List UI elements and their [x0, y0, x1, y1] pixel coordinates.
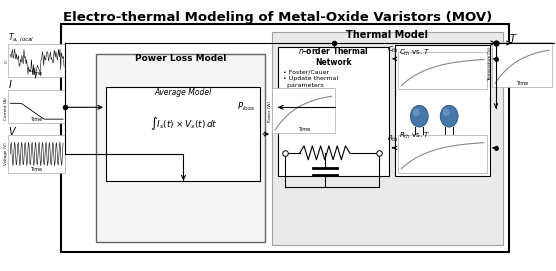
Bar — [8, 91, 65, 123]
Text: $R_{th}$: $R_{th}$ — [386, 134, 398, 144]
Text: Thermal Model: Thermal Model — [346, 30, 429, 40]
Ellipse shape — [440, 105, 458, 127]
Text: Time: Time — [30, 167, 42, 172]
Bar — [399, 52, 487, 89]
Bar — [96, 54, 265, 242]
Text: Average Model: Average Model — [155, 89, 212, 98]
Text: Voltage (V): Voltage (V) — [4, 143, 8, 165]
Text: Power (W): Power (W) — [268, 101, 272, 122]
Text: Electro-thermal Modeling of Metal-Oxide Varistors (MOV): Electro-thermal Modeling of Metal-Oxide … — [63, 11, 493, 24]
Text: Temperature (%): Temperature (%) — [488, 47, 492, 81]
Text: $C_{th}$ vs. $T$: $C_{th}$ vs. $T$ — [399, 48, 431, 58]
Bar — [8, 44, 65, 77]
Text: $P_{loss}$: $P_{loss}$ — [237, 100, 255, 112]
Text: $\int I_s(t) \times V_s(t)\, dt$: $\int I_s(t) \times V_s(t)\, dt$ — [150, 115, 217, 131]
Bar — [61, 24, 509, 252]
Bar — [272, 89, 335, 133]
Bar — [106, 86, 260, 180]
Text: Time: Time — [30, 71, 42, 76]
Text: $C_{th}$: $C_{th}$ — [386, 45, 398, 55]
Bar — [399, 135, 487, 173]
Bar — [8, 135, 65, 173]
Bar — [278, 47, 389, 176]
Text: Time: Time — [30, 117, 42, 122]
Text: $n$-order Thermal
Network: $n$-order Thermal Network — [299, 45, 369, 67]
Text: $R_{th}$ vs. $T$: $R_{th}$ vs. $T$ — [399, 131, 431, 141]
Text: $I$: $I$ — [8, 78, 13, 89]
Text: $T_{a,\, local}$: $T_{a,\, local}$ — [8, 32, 34, 44]
Text: Current (A): Current (A) — [4, 97, 8, 120]
Bar — [272, 32, 503, 245]
Text: C°: C° — [4, 58, 8, 63]
Text: $T$: $T$ — [509, 32, 518, 44]
Text: • Foster/Cauer
• Update thermal
  parameters: • Foster/Cauer • Update thermal paramete… — [283, 70, 338, 88]
Text: Power Loss Model: Power Loss Model — [135, 54, 226, 63]
Bar — [395, 45, 490, 176]
Ellipse shape — [410, 105, 428, 127]
Text: $V$: $V$ — [8, 125, 18, 137]
Bar — [492, 42, 552, 86]
Ellipse shape — [443, 108, 450, 116]
Text: Time: Time — [516, 80, 528, 86]
Ellipse shape — [413, 108, 420, 116]
Text: Time: Time — [298, 127, 310, 132]
